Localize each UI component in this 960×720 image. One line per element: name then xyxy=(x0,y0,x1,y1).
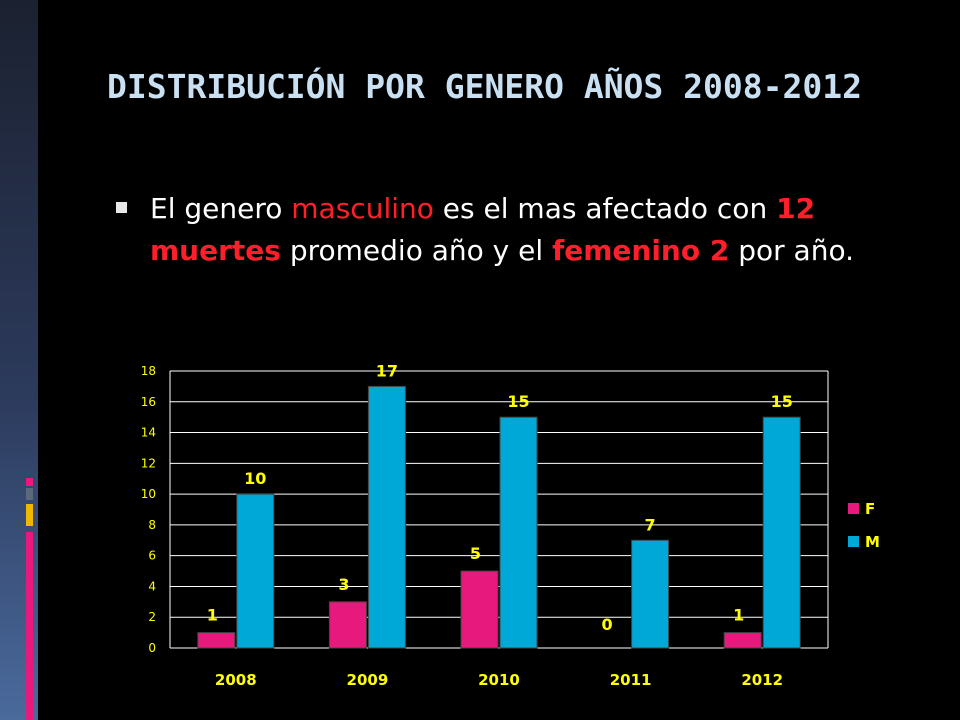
y-tick-label: 16 xyxy=(141,395,156,409)
slide-title: DISTRIBUCIÓN POR GENERO AÑOS 2008-2012 xyxy=(107,67,862,106)
x-category-label: 2012 xyxy=(741,671,783,689)
bullet-square-icon xyxy=(116,202,127,213)
x-category-label: 2008 xyxy=(215,671,257,689)
data-label: 17 xyxy=(376,361,398,380)
y-tick-label: 0 xyxy=(148,641,156,655)
y-tick-label: 4 xyxy=(148,579,156,593)
legend-swatch-F xyxy=(848,503,859,514)
bar-M-2012 xyxy=(762,416,801,649)
bar-chart: 0 2 4 6 8 10 12 14 16 18 1 10 2008 3 17 2009 5 15 2010 0 7 20… xyxy=(141,361,880,689)
bar-F-2010 xyxy=(460,570,499,649)
bar-F-2012 xyxy=(723,632,762,649)
y-tick-label: 12 xyxy=(141,456,156,470)
legend-swatch-M xyxy=(848,536,859,547)
y-tick-label: 6 xyxy=(148,549,156,563)
decor-stripe xyxy=(26,478,33,486)
bullet-text: El genero xyxy=(150,192,292,225)
x-category-label: 2010 xyxy=(478,671,520,689)
y-tick-label: 14 xyxy=(141,426,156,440)
decor-stripe xyxy=(26,504,33,526)
bullet-text: promedio año y el xyxy=(280,234,553,267)
y-tick-label: 2 xyxy=(148,610,156,624)
data-label: 0 xyxy=(602,615,613,634)
x-category-label: 2009 xyxy=(347,671,389,689)
legend-label-F: F xyxy=(865,500,875,518)
bullet-item: El genero masculino es el mas afectado c… xyxy=(116,188,896,272)
data-label: 15 xyxy=(771,392,793,411)
bullet-highlight-masculino: masculino xyxy=(291,192,434,225)
legend-label-M: M xyxy=(865,533,880,551)
bullet-list: El genero masculino es el mas afectado c… xyxy=(116,188,896,272)
data-label: 5 xyxy=(470,544,481,563)
data-label: 3 xyxy=(338,575,349,594)
bar-M-2011 xyxy=(631,539,670,649)
y-tick-label: 18 xyxy=(141,364,156,378)
bullet-highlight-femenino: femenino 2 xyxy=(552,234,730,267)
data-label: 1 xyxy=(207,606,218,625)
x-category-label: 2011 xyxy=(610,671,652,689)
data-label: 15 xyxy=(507,392,529,411)
bar-M-2009 xyxy=(367,385,406,649)
bullet-text: por año. xyxy=(729,234,855,267)
bar-F-2009 xyxy=(328,601,367,649)
bar-M-2010 xyxy=(499,416,538,649)
bar-F-2008 xyxy=(197,632,236,649)
bullet-text: es el mas afectado con xyxy=(433,192,777,225)
bar-M-2008 xyxy=(236,493,275,649)
data-label: 10 xyxy=(244,469,266,488)
decor-stripe xyxy=(26,488,33,500)
bullet-highlight-muertes: 12 muertes xyxy=(150,192,816,267)
y-tick-label: 8 xyxy=(148,518,156,532)
data-label: 7 xyxy=(645,515,656,534)
y-tick-label: 10 xyxy=(141,487,156,501)
decor-stripe xyxy=(26,532,33,720)
data-label: 1 xyxy=(733,606,744,625)
